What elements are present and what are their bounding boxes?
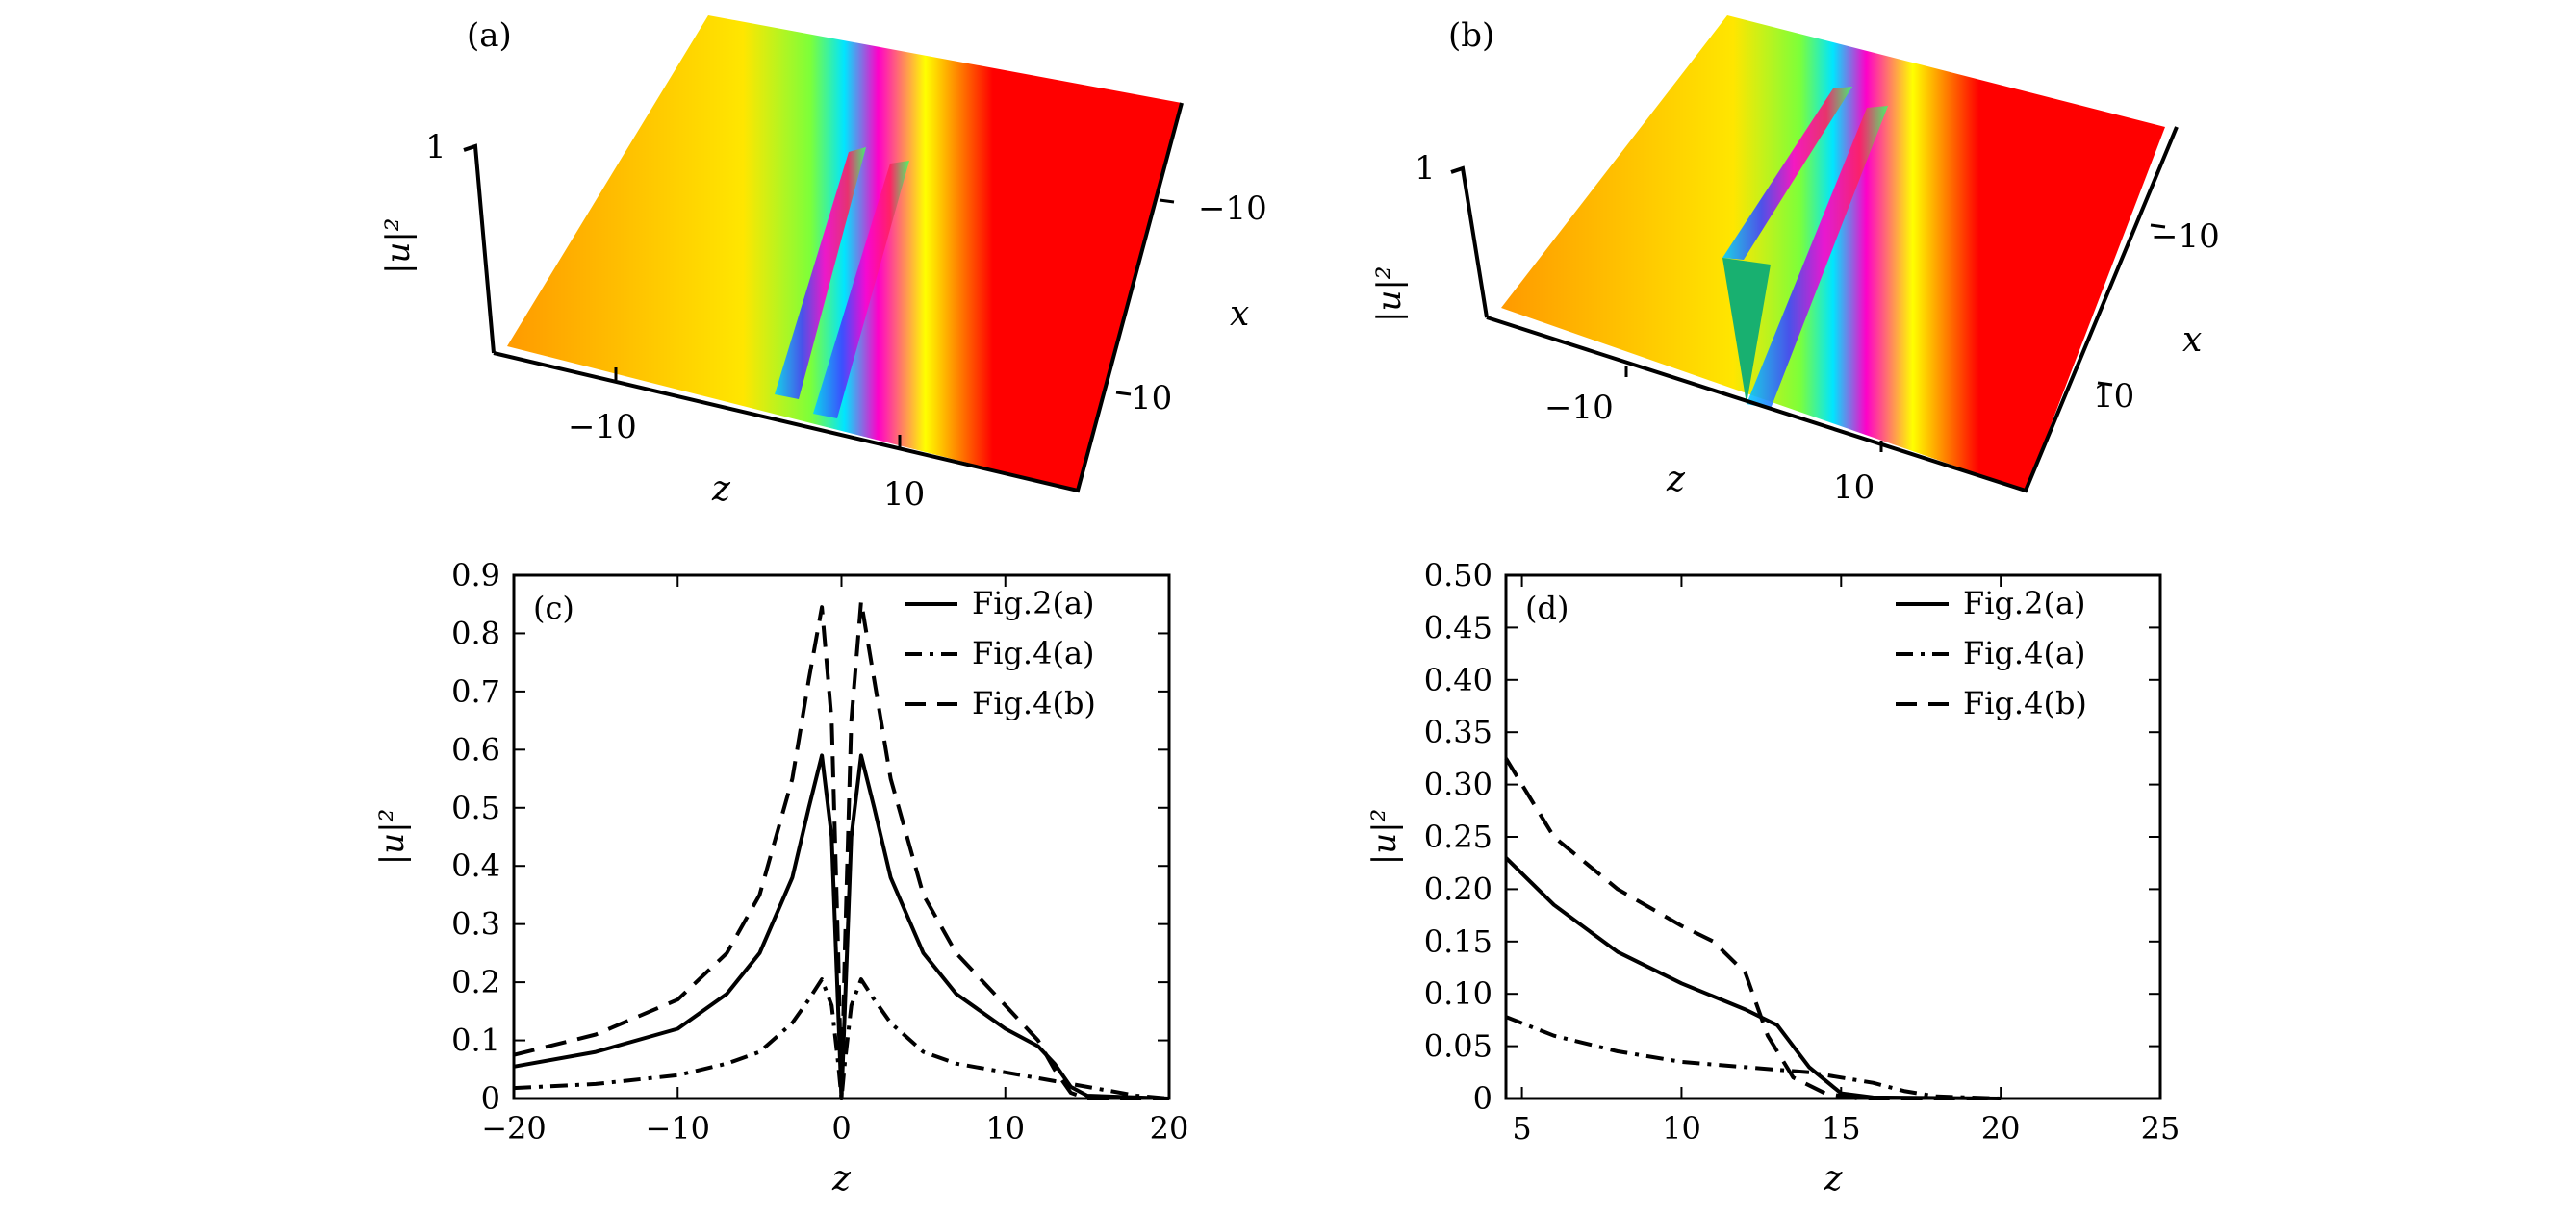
panel-a-ztick-label-1: −10 — [568, 408, 637, 446]
panel-b-surface — [1501, 15, 2165, 491]
panel-a-zlabel: |u|² — [379, 218, 418, 274]
panel-d-x-axis-title: z — [1824, 1159, 1844, 1199]
panel-c-ytick-label: 0.9 — [451, 557, 500, 593]
panel-d-series-1-line — [1504, 856, 2002, 1100]
panel-a-axis-z — [493, 102, 1184, 493]
panel-c-legend-label-1: Fig.2(a) — [972, 585, 1095, 621]
panel-d-xtick-label: 25 — [2141, 1110, 2181, 1147]
panel-c-panel-label: (c) — [533, 590, 574, 626]
panel-b-surface-plot: (b) 1 |u|² −10 10 x −10 10 z — [1370, 15, 2220, 507]
panel-c-xtick-label: 0 — [831, 1110, 851, 1147]
panel-d-line-chart: 5 10 15 20 25 0 0.05 0.10 0.15 0.20 0.25 0.30 0.35 0.… — [1365, 557, 2180, 1199]
panel-a-xtick-1 — [1159, 198, 1175, 204]
panel-d-xtick-label: 5 — [1512, 1110, 1531, 1147]
panel-c-ytick-label: 0.3 — [451, 906, 500, 943]
panel-a-z-title: z — [711, 469, 731, 509]
panel-d-ytick-label: 0.30 — [1424, 767, 1492, 803]
panel-c-ytick-label: 0.8 — [451, 615, 500, 651]
panel-d-ytick-label: 0.20 — [1424, 871, 1492, 907]
panel-b-z-title: z — [1666, 460, 1686, 499]
panel-d-ytick-label: 0.45 — [1424, 609, 1492, 645]
panel-c-series-1-line — [513, 753, 1170, 1100]
panel-d-ytick-label: 0.10 — [1424, 975, 1492, 1012]
panel-d-ytick-label: 0.40 — [1424, 662, 1492, 698]
panel-a-label: (a) — [467, 16, 512, 55]
panel-d-legend-label-3: Fig.4(b) — [1963, 685, 2087, 721]
panel-c-y-axis-title: |u|² — [373, 809, 412, 865]
panel-c-ytick-label: 0.4 — [451, 847, 500, 884]
panel-a-x-title: x — [1230, 294, 1249, 334]
panel-a-ridge-2 — [813, 161, 909, 418]
panel-d-series-3-line — [1504, 757, 2002, 1100]
panel-a-xtick-label-1: −10 — [1198, 189, 1267, 228]
panel-d-panel-label: (d) — [1525, 590, 1569, 626]
panel-b-ztick-label-2: 10 — [1833, 468, 1875, 507]
panel-d-series-2-line — [1505, 1015, 2002, 1100]
panel-b-axis-z — [1486, 126, 2179, 493]
panel-b-ridge-2 — [1747, 106, 1888, 409]
panel-b-ztick-label-1: −10 — [1544, 389, 1614, 427]
panel-d-xtick-label: 10 — [1662, 1110, 1701, 1147]
panel-d-legend-label-2: Fig.4(a) — [1963, 635, 2086, 671]
panel-c-legend-label-2: Fig.4(a) — [972, 635, 1095, 671]
panel-c-xtick-label: −10 — [645, 1110, 710, 1147]
panel-b-spike — [1722, 258, 1771, 404]
panel-c-ytick-label: 0.7 — [451, 673, 500, 710]
panel-c-ytick-label: 0.6 — [451, 731, 500, 768]
panel-a-surface-plot: (a) 1 |u|² −10 10 x −10 10 z — [379, 15, 1267, 514]
panel-b-axis-v — [1450, 165, 1489, 318]
panel-c-xtick-label: −20 — [481, 1110, 547, 1147]
panel-b-label: (b) — [1448, 16, 1494, 55]
panel-a-axis-v — [463, 143, 496, 354]
panel-a-xtick-label-2: 10 — [1131, 379, 1172, 417]
panel-c-ytick-label: 0.1 — [451, 1023, 500, 1059]
panel-b-xtick-label-2: 10 — [2093, 377, 2134, 416]
panel-d-ytick-label: 0.35 — [1424, 714, 1492, 750]
panel-b-xtick-1 — [2150, 223, 2166, 229]
panel-d-legend-label-1: Fig.2(a) — [1963, 585, 2086, 621]
panel-b-vtick-1: 1 — [1415, 149, 1436, 188]
panel-d-y-axis-title: |u|² — [1365, 809, 1404, 865]
panel-c-series-3-line — [513, 599, 1169, 1100]
panel-d-ytick-label: 0.50 — [1424, 557, 1492, 593]
panel-c-xtick-label: 20 — [1150, 1110, 1189, 1147]
panel-c-ytick-label: 0.2 — [451, 964, 500, 1000]
panel-d-ytick-label: 0.05 — [1424, 1028, 1492, 1065]
panel-b-xtick-2 — [2097, 381, 2113, 387]
panel-c-x-axis-title: z — [831, 1159, 852, 1199]
panel-d-ytick-label: 0 — [1473, 1080, 1492, 1117]
panel-c-legend-label-3: Fig.4(b) — [972, 685, 1096, 721]
panel-c-ytick-label: 0 — [481, 1080, 500, 1117]
panel-a-ridge-1 — [775, 147, 866, 399]
panel-a-vtick-1: 1 — [425, 128, 446, 166]
panel-a-surface — [507, 15, 1182, 491]
panel-d-ytick-label: 0.25 — [1424, 819, 1492, 855]
panel-c-line-chart: −20 −10 0 10 20 0 0.1 0.2 0.3 0.4 0.5 0.6 0.7 0.8 0.9 F… — [373, 557, 1188, 1199]
panel-b-xtick-label-1: −10 — [2151, 217, 2220, 256]
panel-a-xtick-2 — [1115, 391, 1132, 396]
panel-a-ztick-label-2: 10 — [883, 475, 925, 514]
panel-b-zlabel: |u|² — [1370, 266, 1409, 322]
panel-b-ridge-1 — [1722, 87, 1852, 260]
panel-d-xtick-label: 15 — [1822, 1110, 1861, 1147]
panel-b-x-title: x — [2182, 320, 2202, 360]
panel-d-ytick-label: 0.15 — [1424, 923, 1492, 960]
panel-c-ytick-label: 0.5 — [451, 790, 500, 826]
panel-c-xtick-label: 10 — [985, 1110, 1025, 1147]
panel-d-xtick-label: 20 — [1981, 1110, 2021, 1147]
panel-c-series-2-line — [513, 977, 1170, 1100]
